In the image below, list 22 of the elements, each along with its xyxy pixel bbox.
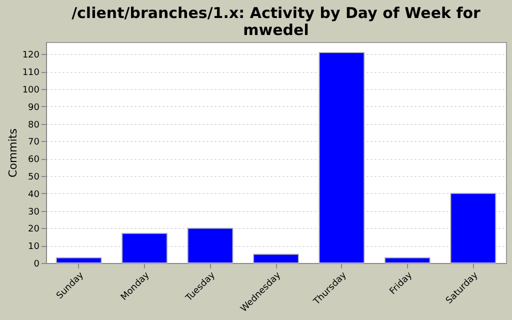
y-tick-label: 0 [34, 260, 40, 270]
y-tick-label: 20 [28, 224, 40, 235]
chart-title: /client/branches/1.x: Activity by Day of Week for mwedel [72, 4, 482, 39]
bar [187, 228, 234, 264]
bar [450, 192, 496, 264]
bar [122, 232, 168, 264]
bar [56, 257, 102, 264]
y-tick-label: 60 [28, 155, 40, 166]
y-tick-label: 110 [22, 68, 40, 78]
y-tick-label: 120 [22, 50, 40, 61]
y-tick-label: 40 [28, 190, 40, 200]
bar [318, 52, 365, 264]
bar [384, 257, 430, 264]
y-tick-label: 10 [28, 242, 40, 252]
y-tick-label: 100 [22, 85, 40, 96]
y-tick-label: 80 [28, 120, 40, 130]
y-tick-label: 90 [28, 102, 40, 113]
bar [253, 254, 299, 264]
y-tick-label: 70 [28, 138, 40, 148]
y-tick-label: 50 [28, 172, 40, 182]
y-tick-label: 30 [28, 207, 40, 218]
y-axis-title: Commits [6, 128, 20, 178]
